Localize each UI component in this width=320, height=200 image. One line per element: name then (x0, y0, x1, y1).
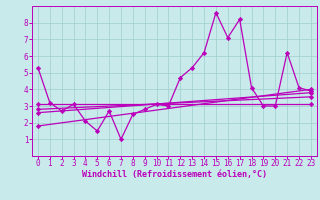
X-axis label: Windchill (Refroidissement éolien,°C): Windchill (Refroidissement éolien,°C) (82, 170, 267, 179)
